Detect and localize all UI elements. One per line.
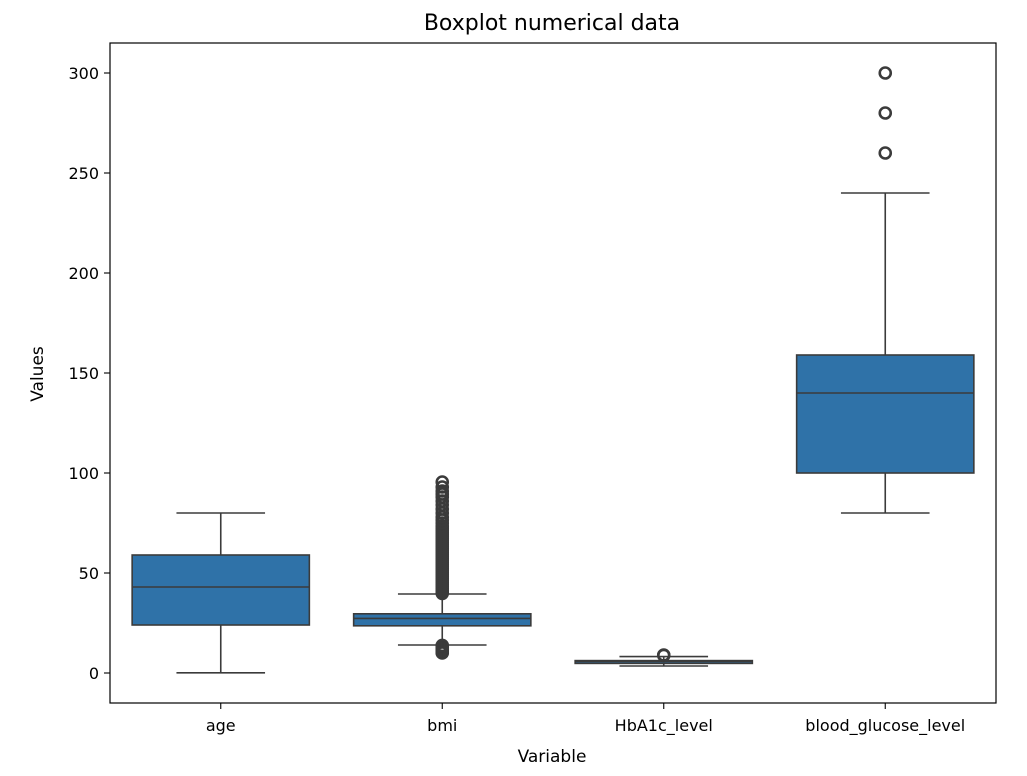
outlier-point [878,66,893,80]
y-tick-label: 100 [68,464,99,483]
x-tick-label: bmi [427,716,457,735]
y-tick-label: 250 [68,164,99,183]
outlier-point [435,475,450,489]
plot-frame [109,42,997,704]
outlier-point [878,106,893,120]
outlier-point [878,146,893,160]
outlier-point [656,648,671,662]
chart-title: Boxplot numerical data [424,11,680,36]
outlier-point [435,480,450,494]
outlier-point [435,484,450,498]
outlier-point [435,638,450,653]
box-iqr [352,612,532,627]
plot-area: 0 50 100 150 200 250 300 age bmi HbA1c_level blood… [68,64,975,736]
y-tick-label: 200 [68,264,99,283]
y-tick-label: 50 [79,564,99,583]
y-tick-label: 300 [68,64,99,83]
x-tick-label: blood_glucose_level [805,716,965,736]
x-tick-label: HbA1c_level [615,716,713,736]
x-tick-label: age [206,716,236,735]
box-iqr [131,554,311,626]
box-iqr [795,354,975,474]
y-tick-label: 0 [89,664,99,683]
x-axis-label: Variable [518,747,587,767]
y-tick-label: 150 [68,364,99,383]
y-axis-label: Values [28,346,48,402]
